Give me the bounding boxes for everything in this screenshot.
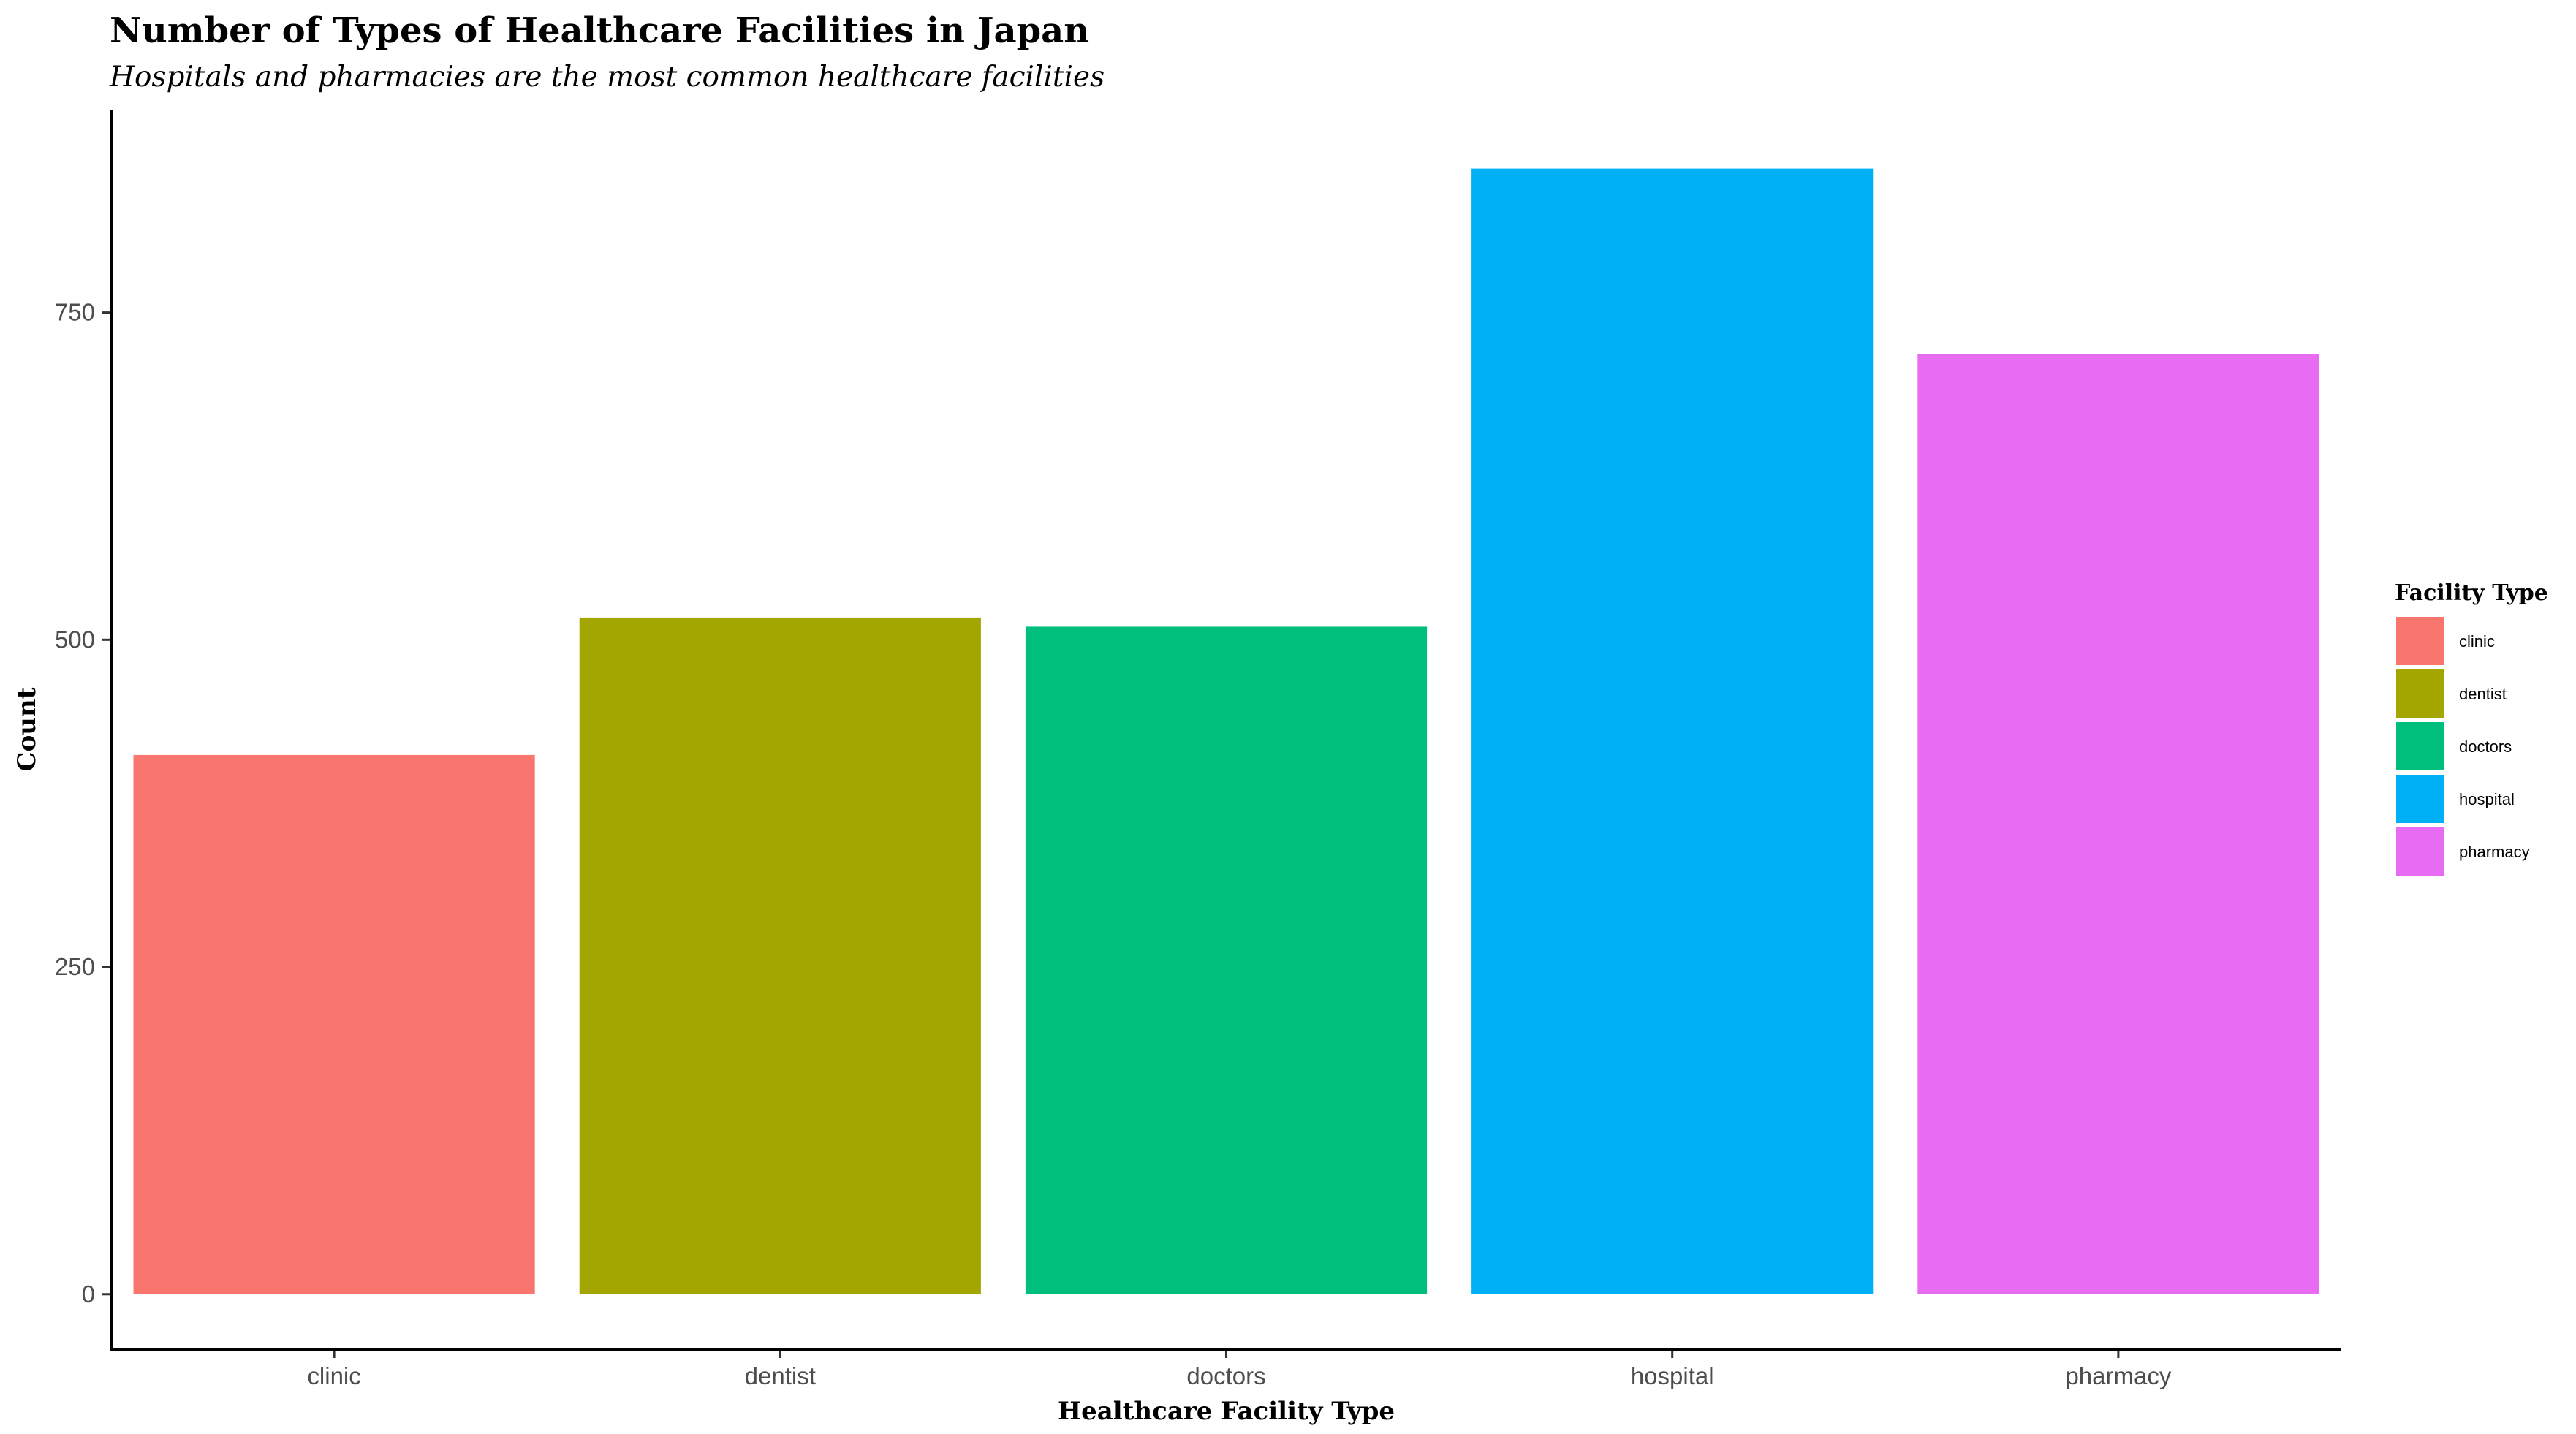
y-tick-label: 0 <box>82 1281 95 1308</box>
x-tick-label-hospital: hospital <box>1631 1362 1714 1389</box>
bar-clinic <box>133 754 535 1294</box>
bar-hospital <box>1471 168 1874 1294</box>
x-tick-label-pharmacy: pharmacy <box>2065 1362 2171 1389</box>
legend-key-clinic <box>2396 617 2444 665</box>
x-tick-label-dentist: dentist <box>745 1362 816 1389</box>
legend-label-hospital: hospital <box>2459 790 2515 808</box>
legend-title: Facility Type <box>2395 580 2548 606</box>
x-axis-title: Healthcare Facility Type <box>1058 1397 1395 1426</box>
legend-key-hospital <box>2396 775 2444 823</box>
y-tick-label: 750 <box>55 299 95 326</box>
y-axis-title: Count <box>12 687 42 771</box>
legend-label-doctors: doctors <box>2459 737 2512 756</box>
legend-label-pharmacy: pharmacy <box>2459 843 2530 861</box>
legend-label-clinic: clinic <box>2459 632 2495 650</box>
bar-doctors <box>1025 626 1428 1294</box>
legend-key-pharmacy <box>2396 827 2444 876</box>
y-tick-label: 500 <box>55 626 95 653</box>
x-tick-label-clinic: clinic <box>307 1362 360 1389</box>
bar-pharmacy <box>1917 354 2319 1294</box>
legend-key-dentist <box>2396 669 2444 718</box>
chart-subtitle: Hospitals and pharmacies are the most co… <box>109 61 1105 94</box>
legend-key-doctors <box>2396 722 2444 770</box>
chart-title: Number of Types of Healthcare Facilities… <box>110 10 1089 51</box>
bars-group <box>133 168 2319 1294</box>
y-axis-ticks: 0 250 500 750 <box>55 299 111 1308</box>
bar-dentist <box>579 617 981 1294</box>
legend: Facility Type clinic dentist doctors hospit… <box>2395 580 2548 876</box>
legend-label-dentist: dentist <box>2459 685 2507 703</box>
x-axis-ticks: clinic dentist doctors hospital pharmacy <box>307 1349 2172 1389</box>
x-tick-label-doctors: doctors <box>1186 1362 1265 1389</box>
y-tick-label: 250 <box>55 953 95 980</box>
